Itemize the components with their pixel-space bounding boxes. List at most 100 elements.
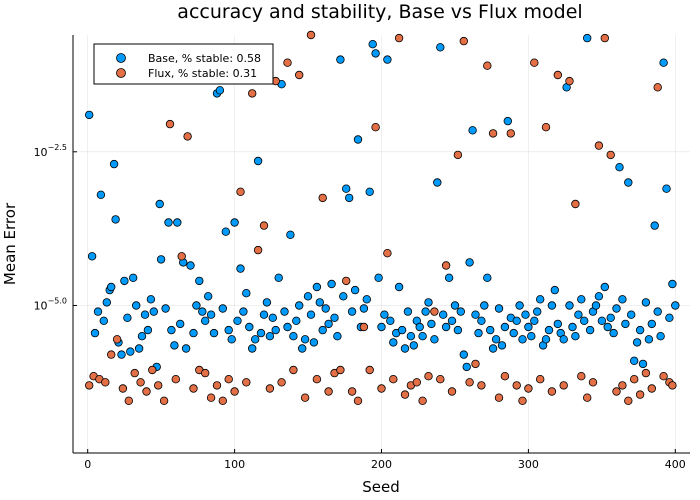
base-point: [271, 325, 280, 335]
flux-point: [494, 393, 504, 402]
base-point: [486, 325, 495, 335]
flux-point: [183, 132, 192, 141]
flux-point: [153, 381, 163, 390]
base-point: [477, 316, 486, 325]
legend-marker-flux: [116, 68, 126, 78]
flux-point: [383, 248, 392, 258]
base-point: [209, 328, 219, 338]
base-point: [206, 310, 216, 319]
y-tick-label: 10−5.0: [34, 296, 67, 312]
flux-point: [536, 375, 545, 384]
flux-point: [136, 378, 145, 387]
base-point: [134, 344, 144, 353]
y-ticks: 10−2.5 10−5.0: [34, 143, 77, 312]
base-point: [128, 273, 138, 282]
base-point: [612, 304, 621, 313]
base-point: [368, 40, 377, 49]
base-point: [345, 193, 354, 203]
base-point: [164, 218, 173, 227]
base-point: [362, 295, 371, 304]
base-point: [500, 322, 510, 332]
flux-point: [318, 193, 327, 203]
flux-point: [436, 375, 445, 384]
data-points: [84, 30, 680, 405]
base-point: [339, 292, 348, 301]
flux-point: [277, 378, 286, 387]
base-point: [286, 230, 295, 239]
base-point: [90, 328, 100, 338]
base-point: [221, 227, 230, 236]
base-point: [618, 295, 627, 304]
flux-point: [224, 375, 233, 384]
flux-point: [471, 359, 480, 369]
flux-point: [553, 70, 562, 80]
base-point: [215, 86, 225, 95]
flux-point: [477, 381, 486, 390]
flux-point: [512, 381, 521, 390]
flux-point: [259, 221, 269, 230]
flux-point: [530, 58, 539, 67]
base-point: [327, 279, 336, 289]
flux-point: [124, 396, 133, 405]
base-point: [512, 316, 521, 325]
flux-point: [647, 384, 656, 393]
base-point: [111, 215, 120, 224]
base-point: [253, 156, 263, 166]
base-point: [131, 301, 141, 310]
base-point: [200, 316, 210, 325]
base-point: [161, 304, 170, 313]
base-point: [415, 322, 424, 332]
flux-point: [488, 129, 498, 138]
base-point: [638, 359, 648, 369]
base-point: [656, 332, 665, 341]
base-point: [236, 264, 245, 273]
flux-point: [618, 381, 627, 390]
y-tick-label: 10−2.5: [34, 143, 67, 159]
x-ticks: 0 100 200 300 400: [84, 449, 686, 471]
base-point: [559, 335, 568, 344]
base-point: [624, 178, 633, 187]
flux-point: [630, 375, 639, 384]
base-point: [265, 332, 275, 341]
base-point: [544, 325, 554, 335]
flux-point: [588, 378, 598, 387]
flux-point: [377, 384, 386, 393]
flux-point: [659, 372, 668, 381]
flux-point: [430, 307, 439, 316]
flux-point: [247, 89, 257, 98]
base-point: [336, 55, 345, 64]
base-point: [306, 310, 316, 319]
base-point: [350, 285, 360, 295]
x-tick-label: 100: [224, 458, 245, 471]
flux-point: [283, 58, 292, 67]
flux-point: [594, 141, 604, 150]
x-tick-label: 400: [665, 458, 686, 471]
base-point: [585, 325, 595, 335]
base-point: [359, 304, 369, 313]
base-point: [389, 338, 398, 347]
base-point: [635, 325, 645, 335]
base-point: [230, 218, 239, 227]
base-point: [547, 301, 557, 310]
base-point: [386, 316, 395, 325]
base-point: [647, 319, 656, 329]
base-point: [280, 307, 289, 316]
base-point: [371, 49, 380, 58]
base-point: [203, 292, 213, 301]
base-point: [333, 332, 342, 341]
base-point: [137, 332, 147, 341]
base-point: [509, 328, 518, 338]
base-point: [181, 344, 191, 353]
base-point: [483, 273, 492, 282]
base-point: [453, 325, 463, 335]
base-point: [374, 273, 383, 282]
flux-point: [206, 393, 216, 402]
flux-point: [253, 245, 263, 255]
flux-point: [230, 387, 239, 396]
base-point: [93, 307, 103, 316]
base-point: [292, 316, 301, 325]
flux-point: [524, 384, 533, 393]
base-point: [577, 295, 586, 304]
flux-point: [577, 372, 586, 381]
base-point: [146, 295, 156, 304]
